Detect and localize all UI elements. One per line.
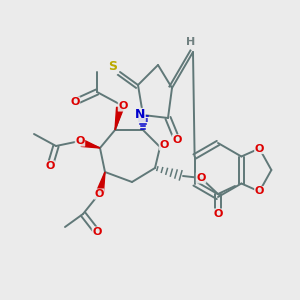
Text: O: O — [75, 136, 85, 146]
Text: O: O — [255, 187, 264, 196]
Text: O: O — [255, 143, 264, 154]
Text: O: O — [70, 97, 80, 107]
Text: O: O — [118, 101, 128, 111]
Text: S: S — [109, 61, 118, 74]
Text: O: O — [159, 140, 169, 150]
Text: O: O — [172, 135, 182, 145]
Polygon shape — [115, 107, 123, 130]
Text: O: O — [45, 161, 55, 171]
Text: O: O — [196, 173, 206, 183]
Polygon shape — [81, 140, 100, 148]
Text: N: N — [135, 109, 145, 122]
Text: O: O — [94, 189, 104, 199]
Text: O: O — [213, 209, 223, 219]
Text: O: O — [92, 227, 102, 237]
Polygon shape — [97, 172, 105, 193]
Text: H: H — [186, 37, 196, 47]
